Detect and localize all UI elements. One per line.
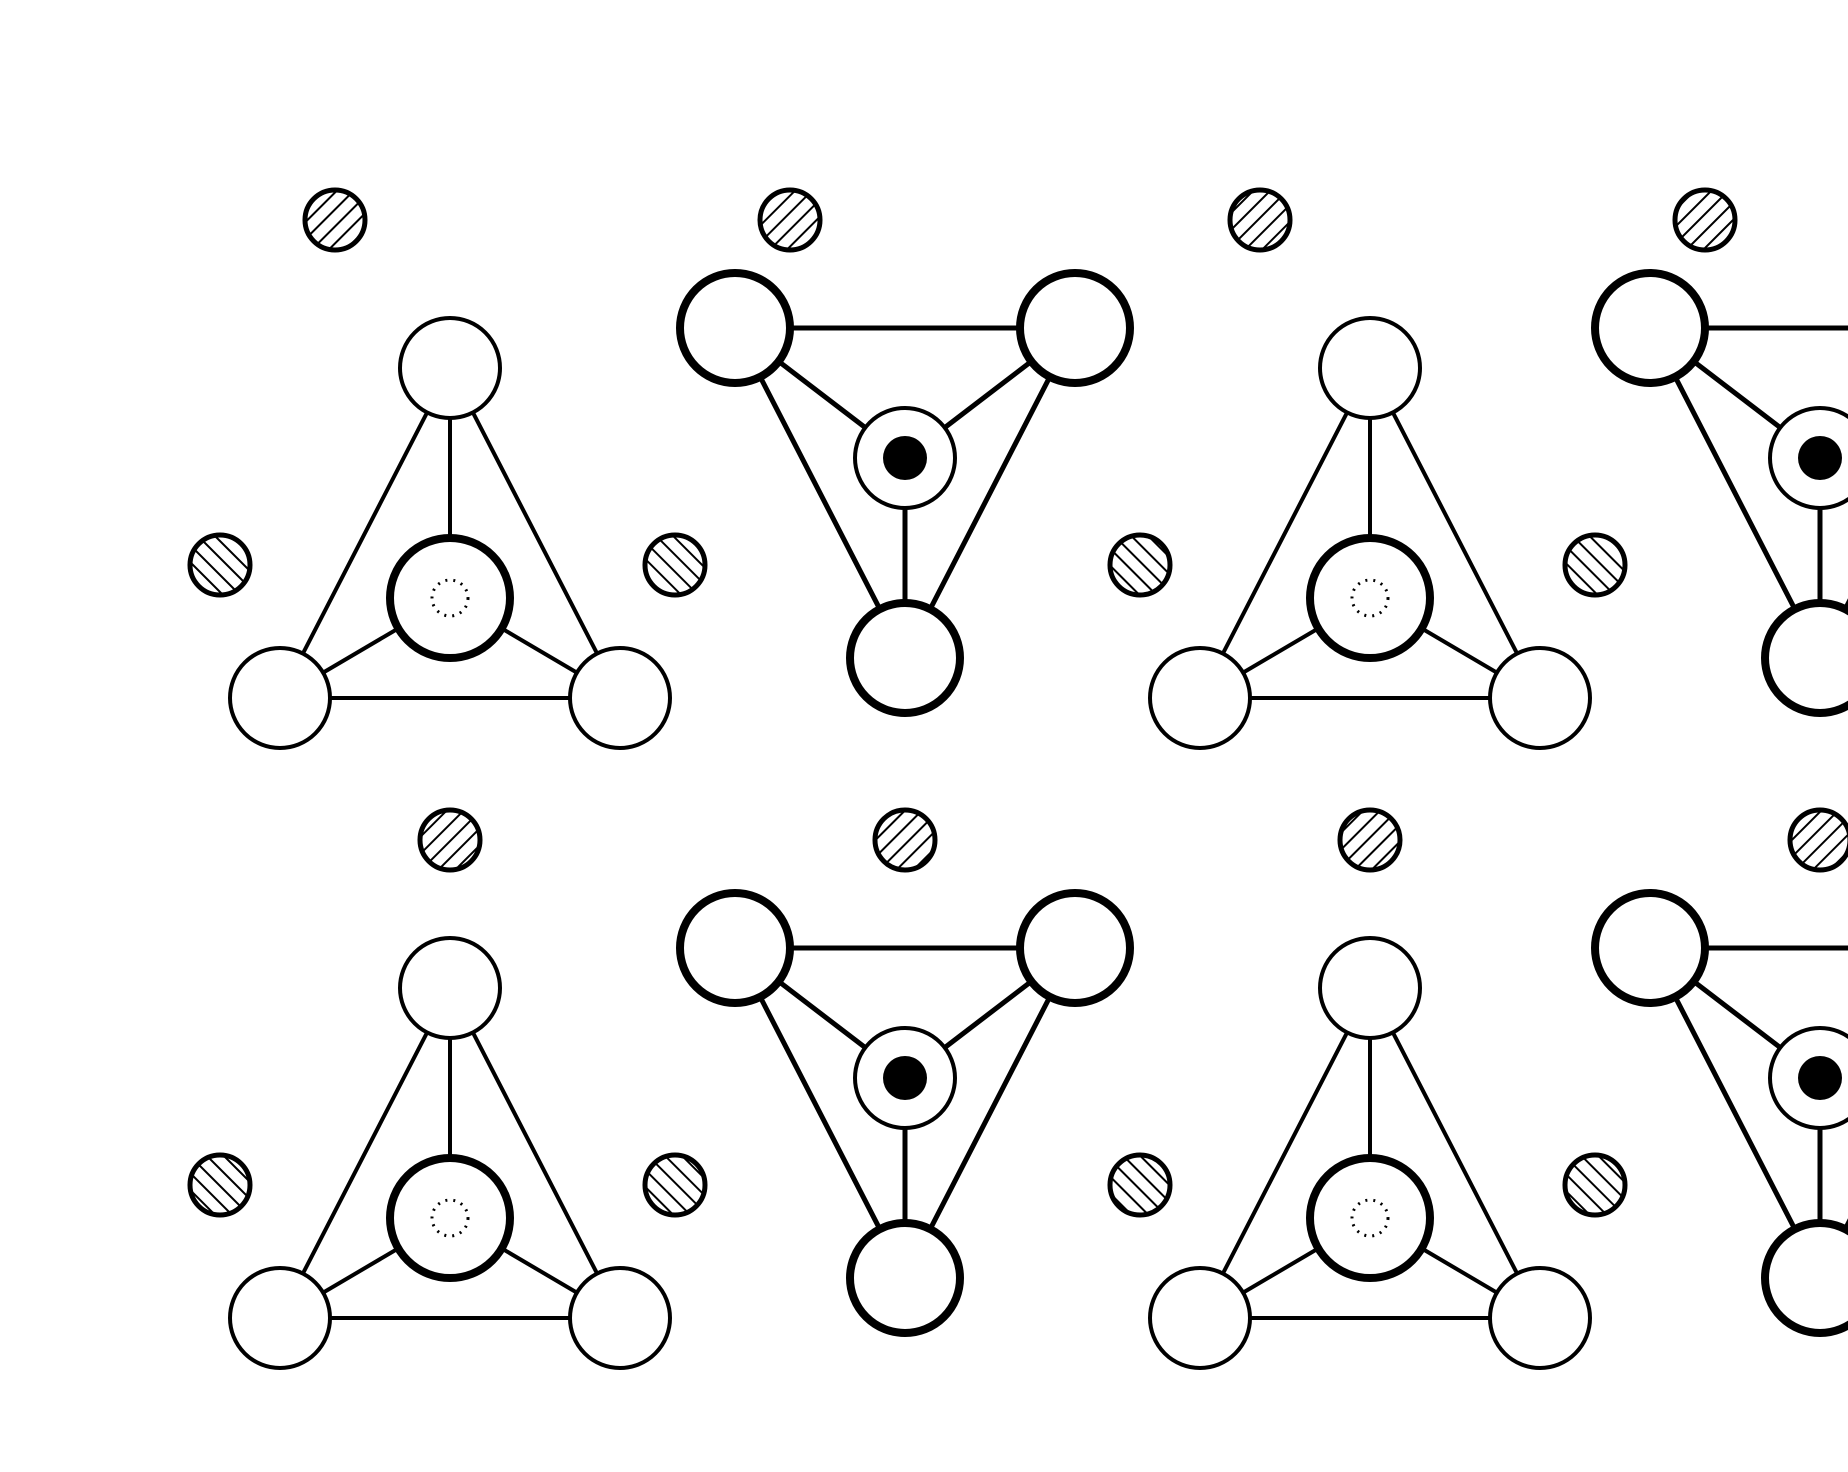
vertex-circle: [570, 648, 670, 748]
center-ring: [390, 1158, 510, 1278]
center-solid: [1798, 1056, 1842, 1100]
vertex-circle: [570, 1268, 670, 1368]
tetra-down: [680, 273, 1130, 713]
hatched-circle: [1340, 810, 1400, 870]
tetra-down: [680, 893, 1130, 1333]
vertex-circle: [1320, 938, 1420, 1038]
hatched-circle: [1565, 535, 1625, 595]
vertex-circle: [1150, 648, 1250, 748]
vertex-circle: [400, 938, 500, 1038]
hatched-circle: [645, 1155, 705, 1215]
vertex-circle: [850, 603, 960, 713]
vertex-circle: [1765, 603, 1848, 713]
hatched-circle: [1565, 1155, 1625, 1215]
hatched-circle: [190, 535, 250, 595]
hatched-circle: [1230, 190, 1290, 250]
tetra-up: [1150, 318, 1590, 748]
center-ring: [390, 538, 510, 658]
tetra-down: [1595, 893, 1848, 1333]
vertex-circle: [230, 648, 330, 748]
tetra-up: [1150, 938, 1590, 1368]
vertex-circle: [680, 273, 790, 383]
vertex-circle: [1150, 1268, 1250, 1368]
vertex-circle: [1020, 273, 1130, 383]
vertex-circle: [1320, 318, 1420, 418]
center-ring: [1310, 1158, 1430, 1278]
center-solid: [883, 1056, 927, 1100]
hatched-circle: [190, 1155, 250, 1215]
vertex-circle: [1490, 648, 1590, 748]
hatched-circle: [760, 190, 820, 250]
vertex-circle: [1020, 893, 1130, 1003]
vertex-circle: [850, 1223, 960, 1333]
hatched-circle: [1790, 810, 1848, 870]
tetra-up: [230, 938, 670, 1368]
center-solid: [1798, 436, 1842, 480]
hatched-circle: [875, 810, 935, 870]
vertex-circle: [680, 893, 790, 1003]
tetra-down: [1595, 273, 1848, 713]
vertex-circle: [230, 1268, 330, 1368]
hatched-circle: [1110, 1155, 1170, 1215]
center-solid: [883, 436, 927, 480]
tetra-up: [230, 318, 670, 748]
center-ring: [1310, 538, 1430, 658]
vertex-circle: [400, 318, 500, 418]
hatched-circle: [420, 810, 480, 870]
vertex-circle: [1595, 273, 1705, 383]
vertex-circle: [1490, 1268, 1590, 1368]
vertex-circle: [1765, 1223, 1848, 1333]
hatched-circle: [645, 535, 705, 595]
hatched-circle: [1110, 535, 1170, 595]
hatched-circle: [1675, 190, 1735, 250]
hatched-circle: [305, 190, 365, 250]
vertex-circle: [1595, 893, 1705, 1003]
